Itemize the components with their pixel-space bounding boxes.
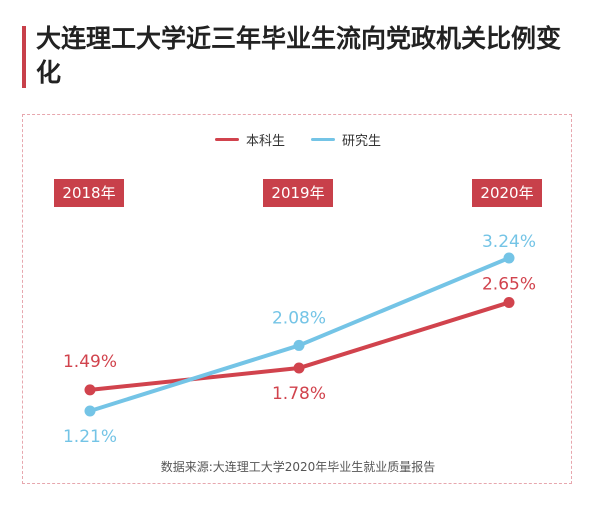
data-point-undergrad-0: [84, 384, 96, 396]
data-label-graduate-2: 3.24%: [482, 232, 536, 252]
data-point-graduate-2: [503, 252, 515, 264]
data-label-undergrad-0: 1.49%: [63, 352, 117, 372]
data-point-graduate-0: [84, 405, 96, 417]
data-label-undergrad-1: 1.78%: [272, 384, 326, 404]
legend: 本科生 研究生: [0, 130, 596, 149]
year-badge-2019: 2019年: [263, 179, 333, 207]
title-accent-bar: [22, 26, 26, 88]
legend-label-graduate: 研究生: [342, 134, 382, 149]
data-point-undergrad-2: [503, 296, 515, 308]
legend-item-undergrad: 本科生: [214, 130, 285, 149]
year-badge-2020: 2020年: [472, 179, 542, 207]
legend-label-undergrad: 本科生: [245, 134, 285, 149]
data-label-graduate-0: 1.21%: [63, 427, 117, 447]
data-label-graduate-1: 2.08%: [272, 308, 326, 328]
legend-swatch-undergrad: [214, 138, 239, 141]
data-source: 数据来源:大连理工大学2020年毕业生就业质量报告: [160, 460, 436, 474]
data-point-undergrad-1: [293, 362, 305, 374]
data-point-graduate-1: [293, 339, 305, 351]
legend-item-graduate: 研究生: [311, 130, 381, 149]
chart-panel: [22, 114, 572, 484]
legend-swatch-graduate: [311, 138, 335, 141]
year-badge-2018: 2018年: [54, 179, 124, 207]
chart-title: 大连理工大学近三年毕业生流向党政机关比例变化: [36, 24, 562, 87]
data-label-undergrad-2: 2.65%: [482, 274, 536, 294]
